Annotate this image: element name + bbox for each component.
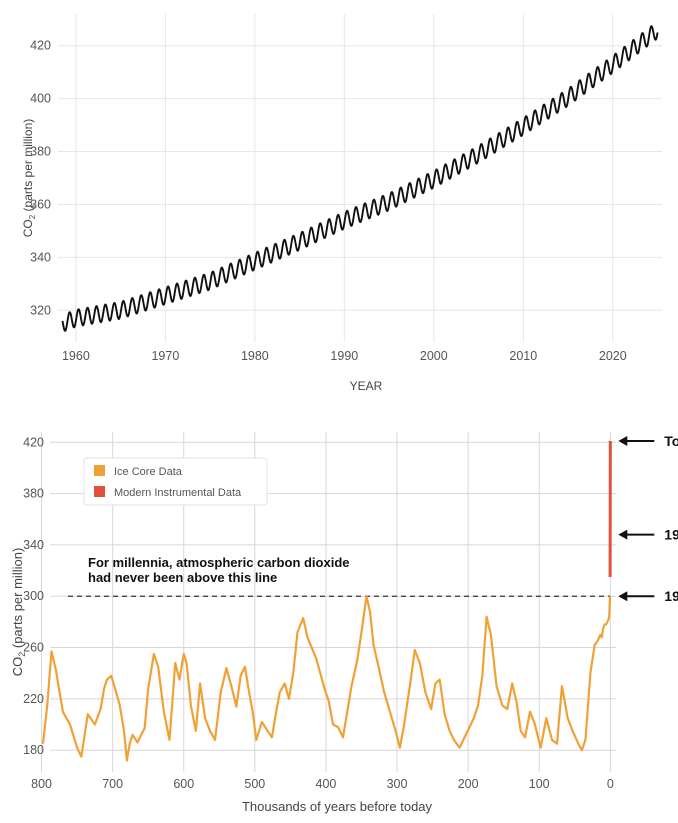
top-y-tick-label: 420 [30,39,51,53]
bottom-x-tick-labels: 800 700 600 500 400 300 200 100 0 [31,777,614,791]
top-y-axis-title-units: (parts per million) [21,119,35,215]
bottom-x-tick-label: 300 [387,777,408,791]
bottom-x-axis-title: Thousands of years before today [242,799,433,814]
top-y-tick-label: 400 [30,92,51,106]
bottom-y-tick-label: 260 [23,641,44,655]
bottom-y-axis-title-units: (parts per million) [10,548,25,652]
top-y-tick-label: 320 [30,303,51,317]
marker-label: 1911 [664,588,678,604]
top-gridlines [58,14,662,342]
top-y-axis-title-main: CO [21,219,35,237]
bottom-x-tick-label: 800 [31,777,52,791]
reference-annotation-line-2: had never been above this line [88,570,277,585]
legend-swatch-modern [94,486,105,497]
marker-arrow-head [618,529,628,540]
top-series-line-co2 [61,25,659,332]
top-x-tick-label: 1980 [241,349,269,363]
bottom-x-tick-label: 600 [173,777,194,791]
marker-label: 1958 [664,527,678,543]
top-y-tick-label: 340 [30,250,51,264]
reference-annotation-line-1: For millennia, atmospheric carbon dioxid… [88,555,350,570]
bottom-y-axis-title-main: CO [10,657,25,677]
bottom-y-axis-title-subscript: 2 [17,652,27,657]
marker-arrow-head [618,591,628,602]
top-x-tick-label: 1990 [330,349,358,363]
marker-arrow-head [618,435,628,446]
top-x-tick-labels: 1960 1970 1980 1990 2000 2010 2020 [62,349,627,363]
bottom-y-tick-label: 420 [23,435,44,449]
top-y-tick-label: 360 [30,197,51,211]
keeling-curve-chart: 320 340 360 380 400 420 1960 1970 1980 1990 2000 2… [21,14,662,393]
legend-label-ice-core: Ice Core Data [114,466,183,478]
legend-box [83,457,268,506]
bottom-y-axis-title: CO2 (parts per million) [10,548,27,677]
top-x-tick-label: 1970 [151,349,179,363]
series-line-ice-core [41,595,612,762]
top-y-axis-title-subscript: 2 [28,214,37,219]
top-x-tick-label: 1960 [62,349,90,363]
bottom-y-tick-label: 220 [23,692,44,706]
bottom-y-tick-label: 300 [23,589,44,603]
bottom-series-group [41,440,612,762]
legend: Ice Core Data Modern Instrumental Data [83,457,268,506]
bottom-y-tick-label: 180 [23,743,44,757]
bottom-y-tick-label: 340 [23,538,44,552]
top-x-tick-label: 2010 [509,349,537,363]
date-markers: Today 1958 1911 [618,433,678,604]
top-y-tick-label: 380 [30,145,51,159]
ice-core-chart: 180 220 260 300 340 380 420 800 700 600 500 400 300… [10,432,678,814]
bottom-x-tick-label: 200 [458,777,479,791]
top-x-axis-title: YEAR [350,379,383,393]
top-series-group [61,25,659,332]
top-y-axis-title: CO2 (parts per million) [21,119,37,237]
top-y-tick-labels: 320 340 360 380 400 420 [30,39,51,318]
top-x-tick-label: 2020 [599,349,627,363]
bottom-x-tick-label: 400 [316,777,337,791]
bottom-x-tick-label: 0 [607,777,614,791]
bottom-x-tick-label: 700 [102,777,123,791]
legend-label-modern: Modern Instrumental Data [114,487,242,499]
marker-label: Today [664,433,678,449]
top-x-tick-label: 2000 [420,349,448,363]
legend-swatch-ice-core [94,465,105,476]
bottom-x-tick-label: 500 [244,777,265,791]
bottom-y-tick-labels: 180 220 260 300 340 380 420 [23,435,44,757]
bottom-y-tick-label: 380 [23,487,44,501]
bottom-x-tick-label: 100 [529,777,550,791]
